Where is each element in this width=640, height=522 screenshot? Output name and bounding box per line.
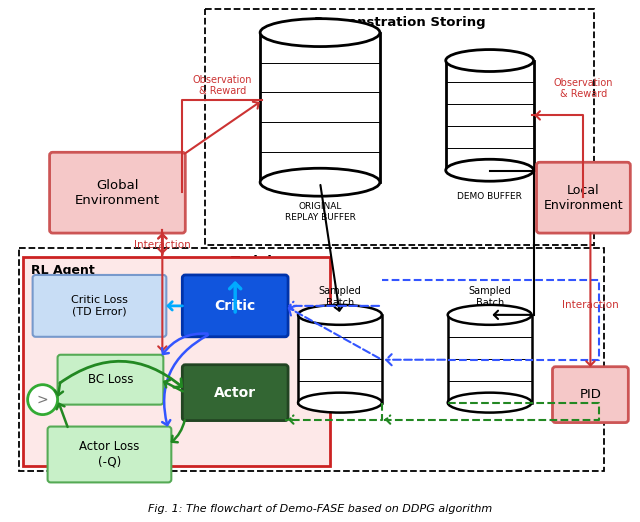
Text: Global
Environment: Global Environment [75, 179, 160, 207]
FancyBboxPatch shape [22, 257, 330, 467]
FancyBboxPatch shape [182, 275, 288, 337]
Ellipse shape [445, 159, 534, 181]
FancyBboxPatch shape [58, 355, 163, 405]
FancyBboxPatch shape [182, 365, 288, 421]
Text: ORIGINAL
REPLAY BUFFER: ORIGINAL REPLAY BUFFER [285, 202, 355, 221]
Polygon shape [298, 315, 382, 402]
Text: Observation
& Reward: Observation & Reward [193, 75, 252, 96]
FancyBboxPatch shape [33, 275, 166, 337]
Text: Observation
& Reward: Observation & Reward [554, 78, 613, 99]
Text: Critic Loss
(TD Error): Critic Loss (TD Error) [71, 295, 128, 317]
Text: Training: Training [231, 255, 292, 268]
FancyBboxPatch shape [47, 426, 172, 482]
FancyBboxPatch shape [49, 152, 186, 233]
Ellipse shape [298, 305, 382, 325]
FancyBboxPatch shape [536, 162, 630, 233]
Ellipse shape [260, 19, 380, 46]
Ellipse shape [448, 393, 532, 412]
Ellipse shape [298, 393, 382, 412]
Text: Fig. 1: The flowchart of Demo-FASE based on DDPG algorithm: Fig. 1: The flowchart of Demo-FASE based… [148, 504, 492, 514]
Text: RL Agent: RL Agent [31, 265, 94, 278]
Ellipse shape [445, 50, 534, 72]
Circle shape [28, 385, 58, 414]
Polygon shape [448, 315, 532, 402]
Text: Actor: Actor [214, 386, 256, 400]
Text: Actor Loss
(-Q): Actor Loss (-Q) [79, 441, 140, 468]
Ellipse shape [260, 168, 380, 196]
Text: BC Loss: BC Loss [88, 373, 133, 386]
Text: Interaction: Interaction [562, 300, 619, 310]
Polygon shape [445, 61, 534, 170]
Text: Critic: Critic [214, 299, 256, 313]
Text: Local
Environment: Local Environment [543, 184, 623, 211]
Text: Sampled
Batch: Sampled Batch [468, 286, 511, 308]
Text: Demonstration Storing: Demonstration Storing [314, 16, 486, 29]
Ellipse shape [448, 305, 532, 325]
Text: Sampled
Batch: Sampled Batch [319, 286, 362, 308]
Text: >: > [36, 393, 49, 407]
Text: PID: PID [579, 388, 602, 401]
Text: DEMO BUFFER: DEMO BUFFER [457, 192, 522, 201]
Text: Interaction: Interaction [134, 240, 191, 250]
FancyBboxPatch shape [552, 367, 628, 423]
Polygon shape [260, 32, 380, 182]
